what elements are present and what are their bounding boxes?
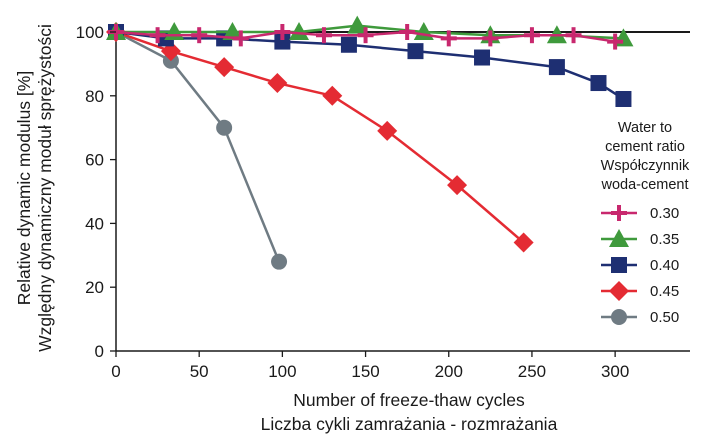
- x-tick-label: 250: [518, 362, 546, 381]
- y-axis-ticks: 0 20 40 60 80 100: [76, 23, 116, 361]
- legend-marker: [611, 205, 627, 221]
- data-point: [267, 73, 288, 94]
- data-point: [216, 119, 233, 136]
- data-point: [149, 27, 166, 44]
- series-0.50: [108, 24, 288, 270]
- y-axis-label-line-1: Relative dynamic modulus [%]: [14, 71, 34, 305]
- y-axis-label-line-2: Względny dynamiczny moduł sprężystości: [35, 24, 55, 352]
- data-point: [548, 59, 565, 76]
- y-tick-label: 60: [85, 151, 104, 170]
- data-point: [523, 27, 540, 44]
- data-point: [340, 36, 357, 53]
- data-point: [482, 30, 499, 47]
- legend-item-0.50: 0.50: [601, 309, 679, 326]
- legend-title-line-3: Współczynnik: [601, 158, 690, 174]
- legend-title-line-4: woda-cement: [600, 177, 688, 193]
- y-tick-label: 80: [85, 87, 104, 106]
- legend-marker: [609, 281, 629, 301]
- data-point: [440, 30, 457, 47]
- x-axis-label-line-2: Liczba cykli zamrażania - rozmrażania: [261, 414, 558, 434]
- data-point: [289, 22, 310, 40]
- y-tick-label: 40: [85, 214, 104, 233]
- plot-area: [106, 15, 634, 270]
- series-line-0.45: [115, 30, 525, 244]
- data-point: [274, 33, 291, 50]
- data-point: [222, 22, 243, 40]
- legend-label: 0.35: [650, 231, 679, 248]
- x-tick-label: 300: [601, 362, 629, 381]
- legend-item-0.40: 0.40: [601, 257, 679, 274]
- legend-item-0.45: 0.45: [601, 281, 679, 301]
- x-axis-ticks: 0 50 100 150 200 250 300: [111, 351, 629, 381]
- data-point: [271, 253, 288, 270]
- data-point: [399, 24, 416, 40]
- legend-marker: [611, 309, 627, 325]
- data-point: [447, 175, 468, 196]
- data-point: [615, 90, 632, 107]
- legend-marker: [609, 229, 629, 247]
- legend-item-0.30: 0.30: [601, 205, 679, 222]
- data-point: [590, 75, 607, 92]
- data-point: [274, 24, 291, 40]
- x-tick-label: 0: [111, 362, 120, 381]
- data-point: [347, 15, 368, 34]
- y-tick-label: 0: [95, 342, 104, 361]
- x-tick-label: 100: [268, 362, 296, 381]
- legend-title-line-1: Water to: [618, 120, 672, 136]
- x-tick-label: 50: [190, 362, 209, 381]
- data-point: [607, 33, 624, 50]
- data-point: [322, 85, 343, 106]
- legend-title-line-2: cement ratio: [605, 139, 685, 155]
- data-point: [232, 30, 249, 47]
- legend-items: 0.30 0.35 0.40 0.45 0.50: [601, 205, 679, 326]
- data-point: [474, 49, 491, 66]
- legend: Water to cement ratio Współczynnik woda-…: [600, 120, 690, 326]
- data-point: [513, 232, 534, 253]
- series-line-0.50: [115, 30, 281, 263]
- data-point: [214, 57, 235, 78]
- data-point: [357, 27, 374, 44]
- y-tick-label: 20: [85, 278, 104, 297]
- legend-label: 0.30: [650, 205, 679, 222]
- y-tick-label: 100: [76, 23, 104, 42]
- series-0.30: [108, 24, 624, 50]
- x-tick-label: 200: [435, 362, 463, 381]
- data-point: [315, 27, 332, 44]
- data-point: [565, 27, 582, 44]
- legend-label: 0.40: [650, 257, 679, 274]
- legend-item-0.35: 0.35: [601, 229, 679, 248]
- x-axis-label-line-1: Number of freeze-thaw cycles: [293, 390, 525, 410]
- data-point: [191, 27, 208, 44]
- series-0.45: [106, 22, 534, 253]
- data-point: [407, 43, 424, 60]
- legend-label: 0.45: [650, 283, 679, 300]
- legend-label: 0.50: [650, 309, 679, 326]
- data-point: [377, 120, 398, 141]
- series-line-0.40: [115, 30, 625, 101]
- x-tick-label: 150: [351, 362, 379, 381]
- legend-marker: [611, 257, 627, 273]
